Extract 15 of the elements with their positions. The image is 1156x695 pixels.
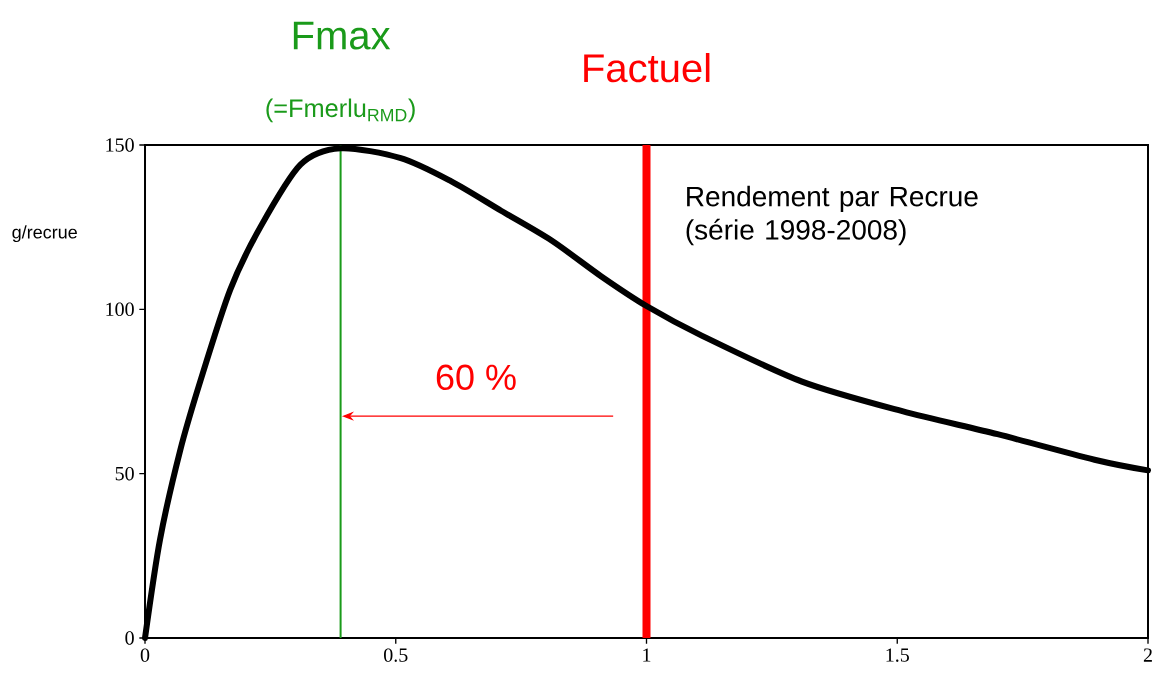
x-tick-label: 1 [643,648,651,662]
y-tick-label: 150 [106,138,134,152]
x-tick-label: 0 [140,648,150,662]
ref-line-label: Factuel [584,52,710,83]
y-tick-label: 50 [115,466,134,481]
x-tick-label: 2 [1143,648,1152,662]
annotation: 60 % [436,364,516,391]
y-tick-label: 0 [125,631,134,645]
y-axis-title: g/recrue [12,225,77,243]
x-tick-label: 0.5 [384,648,408,662]
text: Rendement par Recrue (série 1998-2008) [686,185,978,246]
ref-line-label: Fmax [293,21,391,50]
y-tick-label: 100 [106,302,134,317]
x-tick-label: 1.5 [886,648,909,662]
text: (=Fmerlu$_{RMD}$) [266,98,415,123]
